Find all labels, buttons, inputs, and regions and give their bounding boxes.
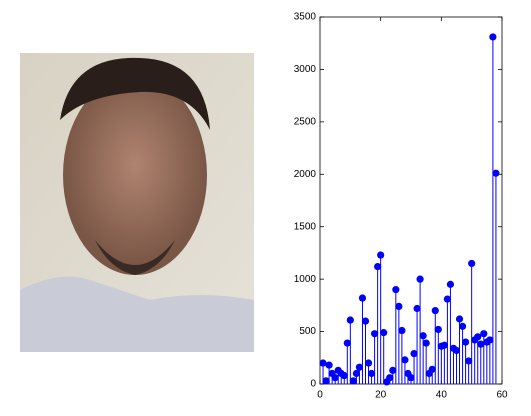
stem-marker [480,330,488,338]
y-tick-label: 500 [299,326,316,337]
stem-plot: 0 500 1000 1500 2000 2500 3000 3500 0 20 40 60 [294,12,508,401]
stem-marker [319,359,327,367]
stem-marker [410,349,418,358]
y-tick-label: 0 [310,379,316,390]
stem-marker [440,341,448,349]
stem-marker [431,307,439,315]
stem-marker [434,325,442,334]
y-tick-label: 1000 [294,274,317,285]
stem-marker [377,251,385,259]
y-tick-label: 3000 [294,64,317,75]
stem-marker [355,363,364,371]
stem-marker [416,275,424,283]
stem-marker [401,356,409,364]
stem-marker [486,336,494,344]
stem-marker [322,377,330,385]
stem-marker [374,262,382,271]
stem-marker [492,169,500,177]
stem-marker [392,286,400,294]
x-tick-label: 60 [496,390,508,401]
axes-frame [319,16,503,385]
stem-marker [419,332,427,340]
x-tick-label: 40 [436,390,448,401]
stem-marker [458,322,467,330]
stem-marker [428,365,436,373]
stem-marker [474,333,482,341]
stem-marker [398,326,406,335]
stem-marker [358,294,367,302]
stem-marker [446,280,455,288]
y-tick-label: 2500 [294,116,317,127]
stem-marker [380,329,388,337]
stem-marker [386,374,394,382]
stem-marker [462,338,470,346]
x-tick-label: 0 [317,390,323,401]
stem-marker [340,372,348,380]
stem-marker [343,339,351,347]
stem-marker [367,369,376,378]
stem-marker [413,304,421,313]
stem-marker [325,361,333,369]
y-tick-label: 2000 [294,169,317,180]
stem-marker [455,315,464,323]
stem-marker [443,295,451,303]
stem-marker [361,317,370,325]
stem-marker [364,359,373,367]
stem-marker [465,357,473,365]
stem-marker [489,33,497,41]
stem-marker [389,366,397,374]
y-tick-label: 3500 [294,12,317,23]
stem-marker [395,302,403,311]
stem-marker [468,259,476,268]
stem-marker [452,346,461,355]
stem-marker [349,377,357,385]
stem-marker [477,340,485,348]
stem-marker [371,330,379,338]
stem-marker [407,374,415,382]
x-tick-label: 20 [375,390,387,401]
stem-marker [422,339,430,347]
y-tick-label: 1500 [294,221,317,232]
stem-marker [331,374,339,382]
stem-marker [346,316,354,324]
stem-marker [352,369,360,378]
photo [20,53,254,352]
